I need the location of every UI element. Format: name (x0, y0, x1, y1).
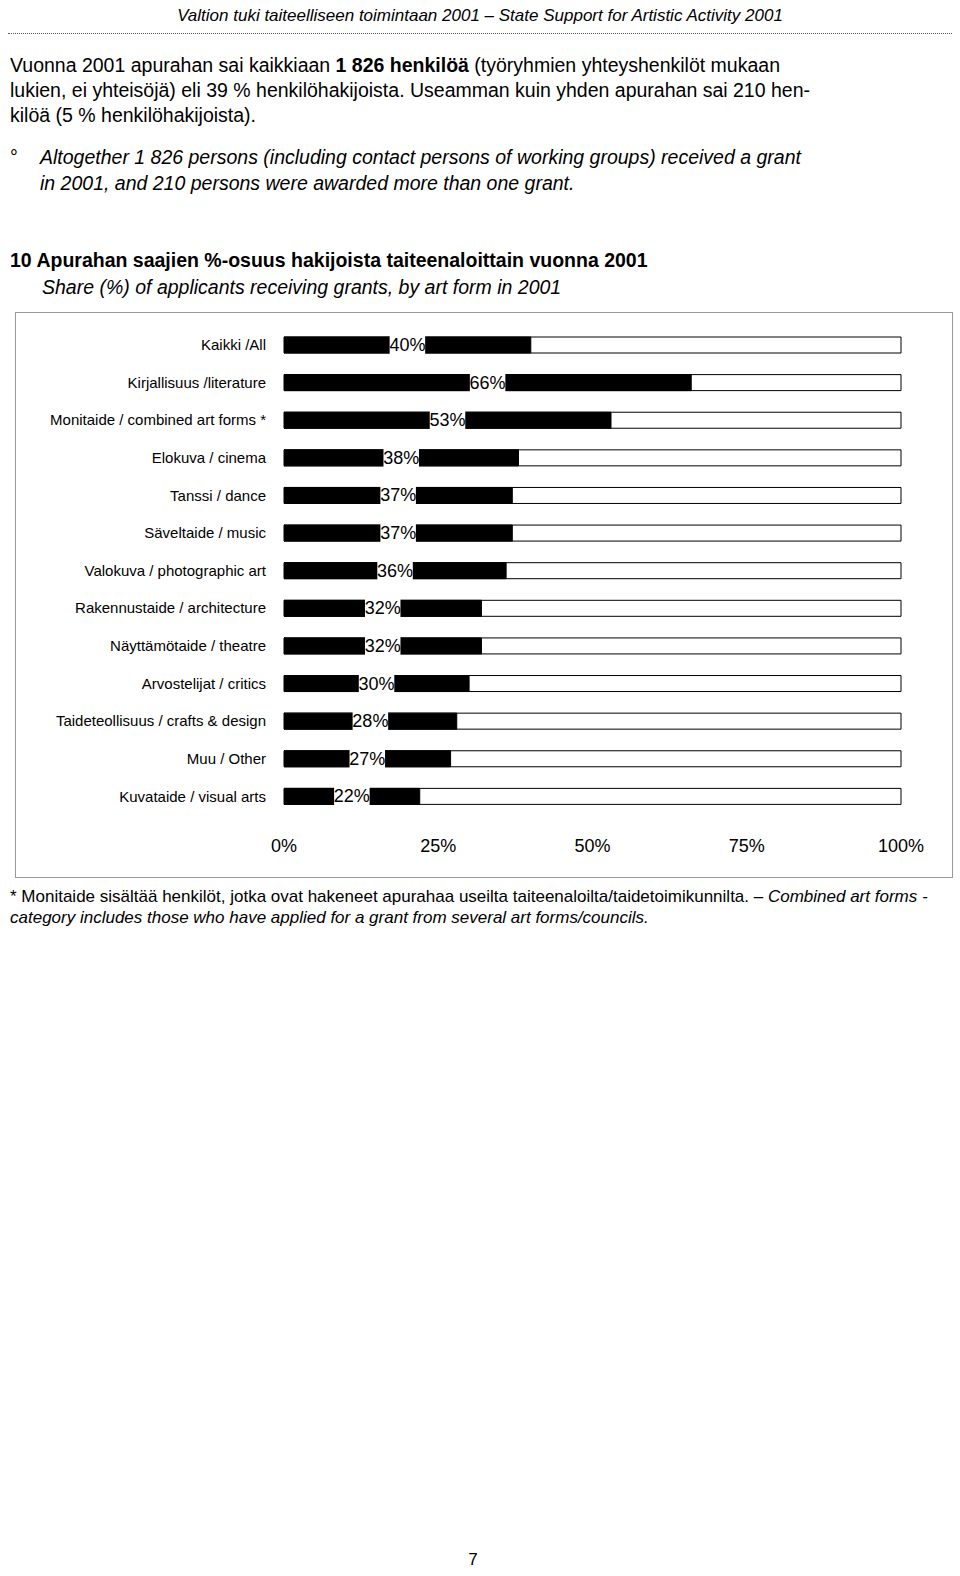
html-text:Valtion tuki taiteelliseen toi: Valtion tuki taiteelliseen toimintaan 20… (177, 6, 783, 25)
svg-text:Säveltaide / music: Säveltaide / music (144, 524, 266, 541)
svg-text:Kuvataide / visual arts: Kuvataide / visual arts (119, 788, 266, 805)
svg-text:Rakennustaide / architecture: Rakennustaide / architecture (75, 599, 266, 616)
svg-text:37%: 37% (380, 523, 416, 543)
svg-text:Kaikki /All: Kaikki /All (201, 336, 266, 353)
svg-text:Kirjallisuus /literature: Kirjallisuus /literature (128, 374, 266, 391)
html-text:Share (%) of applicants receiv: Share (%) of applicants receiving grants… (42, 276, 562, 298)
svg-text:36%: 36% (377, 561, 413, 581)
svg-text:25%: 25% (420, 836, 456, 856)
svg-text:38%: 38% (383, 448, 419, 468)
html-text:Vuonna 2001 apurahan sai kaikk: Vuonna 2001 apurahan sai kaikkiaan 1 826… (10, 54, 780, 76)
svg-text:27%: 27% (349, 749, 385, 769)
svg-text:Näyttämötaide / theatre: Näyttämötaide / theatre (110, 637, 266, 654)
svg-text:30%: 30% (359, 674, 395, 694)
svg-text:Arvostelijat / critics: Arvostelijat / critics (142, 675, 266, 692)
html-text:* Monitaide sisältää henkilöt,: * Monitaide sisältää henkilöt, jotka ova… (10, 887, 928, 927)
html-text:in 2001, and 210 persons were: in 2001, and 210 persons were awarded mo… (40, 172, 575, 194)
svg-text:53%: 53% (429, 410, 465, 430)
svg-text:32%: 32% (365, 636, 401, 656)
svg-text:28%: 28% (352, 711, 388, 731)
svg-text:50%: 50% (574, 836, 610, 856)
svg-text:40%: 40% (389, 335, 425, 355)
svg-text:37%: 37% (380, 485, 416, 505)
svg-text:Taideteollisuus / crafts & des: Taideteollisuus / crafts & design (56, 712, 266, 729)
svg-text:66%: 66% (470, 373, 506, 393)
svg-text:100%: 100% (878, 836, 924, 856)
svg-text:Monitaide / combined art forms: Monitaide / combined art forms * (50, 411, 266, 428)
svg-text:32%: 32% (365, 598, 401, 618)
html-text:Altogether 1 826 persons (incl: Altogether 1 826 persons (including cont… (40, 146, 801, 168)
html-text:10 Apurahan saajien %-osuus ha: 10 Apurahan saajien %-osuus hakijoista t… (10, 249, 648, 271)
svg-text:Tanssi / dance: Tanssi / dance (170, 487, 266, 504)
svg-text:22%: 22% (334, 786, 370, 806)
html-text:kilöä (5 % henkilöhakijoista).: kilöä (5 % henkilöhakijoista). (10, 104, 256, 126)
svg-text:Valokuva / photographic art: Valokuva / photographic art (84, 562, 266, 579)
svg-text:75%: 75% (729, 836, 765, 856)
svg-text:0%: 0% (271, 836, 297, 856)
svg-text:Muu / Other: Muu / Other (187, 750, 266, 767)
svg-text:Elokuva / cinema: Elokuva / cinema (152, 449, 267, 466)
html-text:lukien, ei yhteisöjä) eli 39 %: lukien, ei yhteisöjä) eli 39 % henkilöha… (10, 79, 810, 101)
html-text:7: 7 (468, 1550, 478, 1569)
